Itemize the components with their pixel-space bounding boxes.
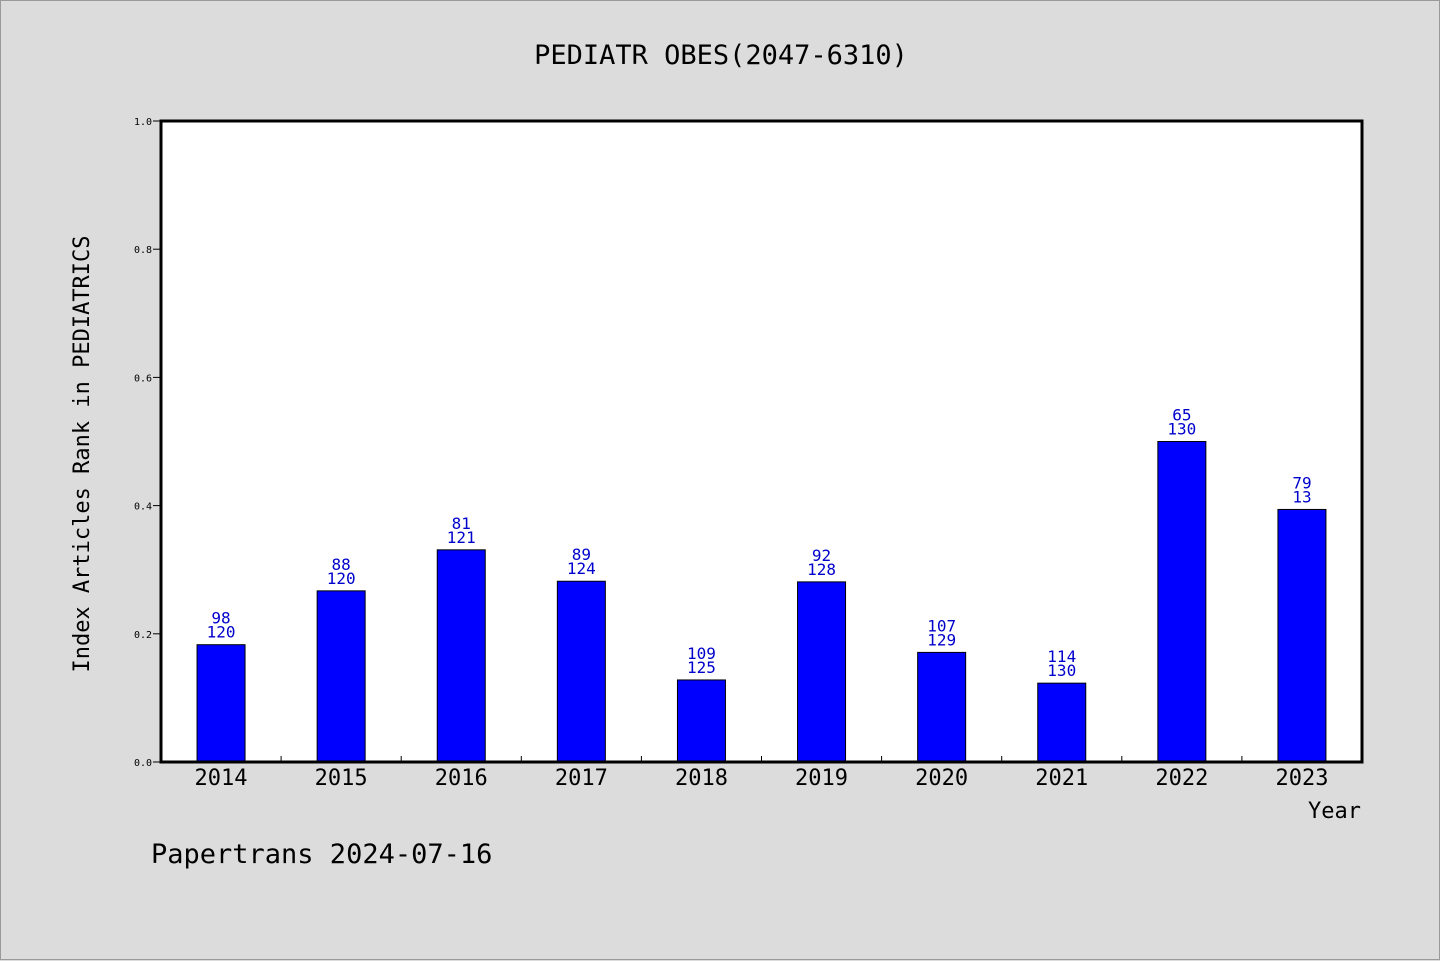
y-tick-label-0.4: 0.4 <box>134 502 152 513</box>
y-axis-ticks: 0.0 0.2 0.4 0.6 0.8 1.0 <box>134 117 161 769</box>
bar-label-bottom-2021: 130 <box>1047 661 1076 680</box>
bar-2023 <box>1277 508 1327 763</box>
bar-label-bottom-2017: 124 <box>567 559 596 578</box>
y-tick-label-0.8: 0.8 <box>134 245 152 256</box>
x-tick-label-2023: 2023 <box>1275 766 1328 791</box>
y-axis-label: Index Articles Rank in PEDIATRICS <box>70 235 95 672</box>
x-tick-label-2014: 2014 <box>195 766 248 791</box>
bar-2015 <box>316 590 366 763</box>
bar-label-top-2021: 114 <box>1047 647 1076 666</box>
bar-label-top-2015: 88 <box>332 555 351 574</box>
bar-label-bottom-2023: 13 <box>1292 487 1311 506</box>
plot-area: 9812088120811218912410912592128107129114… <box>134 117 1364 791</box>
bar-label-top-2014: 98 <box>211 609 230 628</box>
bar-label-bottom-2016: 121 <box>447 528 476 547</box>
bar-label-top-2019: 92 <box>812 546 831 565</box>
bar-2021 <box>1037 682 1087 763</box>
x-tick-label-2021: 2021 <box>1035 766 1088 791</box>
bar-label-bottom-2022: 130 <box>1167 420 1196 439</box>
footer-text: Papertrans 2024-07-16 <box>151 839 492 870</box>
bar-label-top-2016: 81 <box>452 514 471 533</box>
bar-2020 <box>917 651 967 763</box>
bar-2014 <box>196 644 246 763</box>
x-tick-label-2022: 2022 <box>1155 766 1208 791</box>
x-tick-label-2019: 2019 <box>795 766 848 791</box>
bar-label-bottom-2018: 125 <box>687 658 716 677</box>
x-tick-label-2020: 2020 <box>915 766 968 791</box>
bar-2017 <box>556 580 606 763</box>
y-tick-label-1.0: 1.0 <box>134 117 152 128</box>
y-tick-label-0.0: 0.0 <box>134 758 152 769</box>
chart-title: PEDIATR OBES(2047-6310) <box>534 40 908 71</box>
bar-label-top-2023: 79 <box>1292 473 1311 492</box>
x-axis-ticks: 2014 2015 2016 2017 2018 2019 2020 2021 2022 2023 <box>195 756 1328 791</box>
y-tick-label-0.6: 0.6 <box>134 373 152 384</box>
x-tick-label-2016: 2016 <box>435 766 488 791</box>
bar-2018 <box>676 679 726 763</box>
bar-label-bottom-2019: 128 <box>807 560 836 579</box>
bar-label-top-2018: 109 <box>687 644 716 663</box>
bar-2019 <box>797 581 847 763</box>
bar-label-top-2022: 65 <box>1172 406 1191 425</box>
bar-label-top-2020: 107 <box>927 616 956 635</box>
bar-label-top-2017: 89 <box>572 545 591 564</box>
x-tick-label-2017: 2017 <box>555 766 608 791</box>
bar-label-bottom-2014: 120 <box>207 623 236 642</box>
bars <box>196 441 1327 763</box>
x-axis-label: Year <box>1308 799 1361 824</box>
x-tick-label-2018: 2018 <box>675 766 728 791</box>
bar-label-bottom-2020: 129 <box>927 630 956 649</box>
bar-label-bottom-2015: 120 <box>327 569 356 588</box>
bar-2022 <box>1157 441 1207 763</box>
x-tick-label-2015: 2015 <box>315 766 368 791</box>
bar-labels: 9812088120811218912410912592128107129114… <box>207 406 1312 681</box>
y-tick-label-0.2: 0.2 <box>134 630 152 641</box>
bar-2016 <box>436 549 486 763</box>
